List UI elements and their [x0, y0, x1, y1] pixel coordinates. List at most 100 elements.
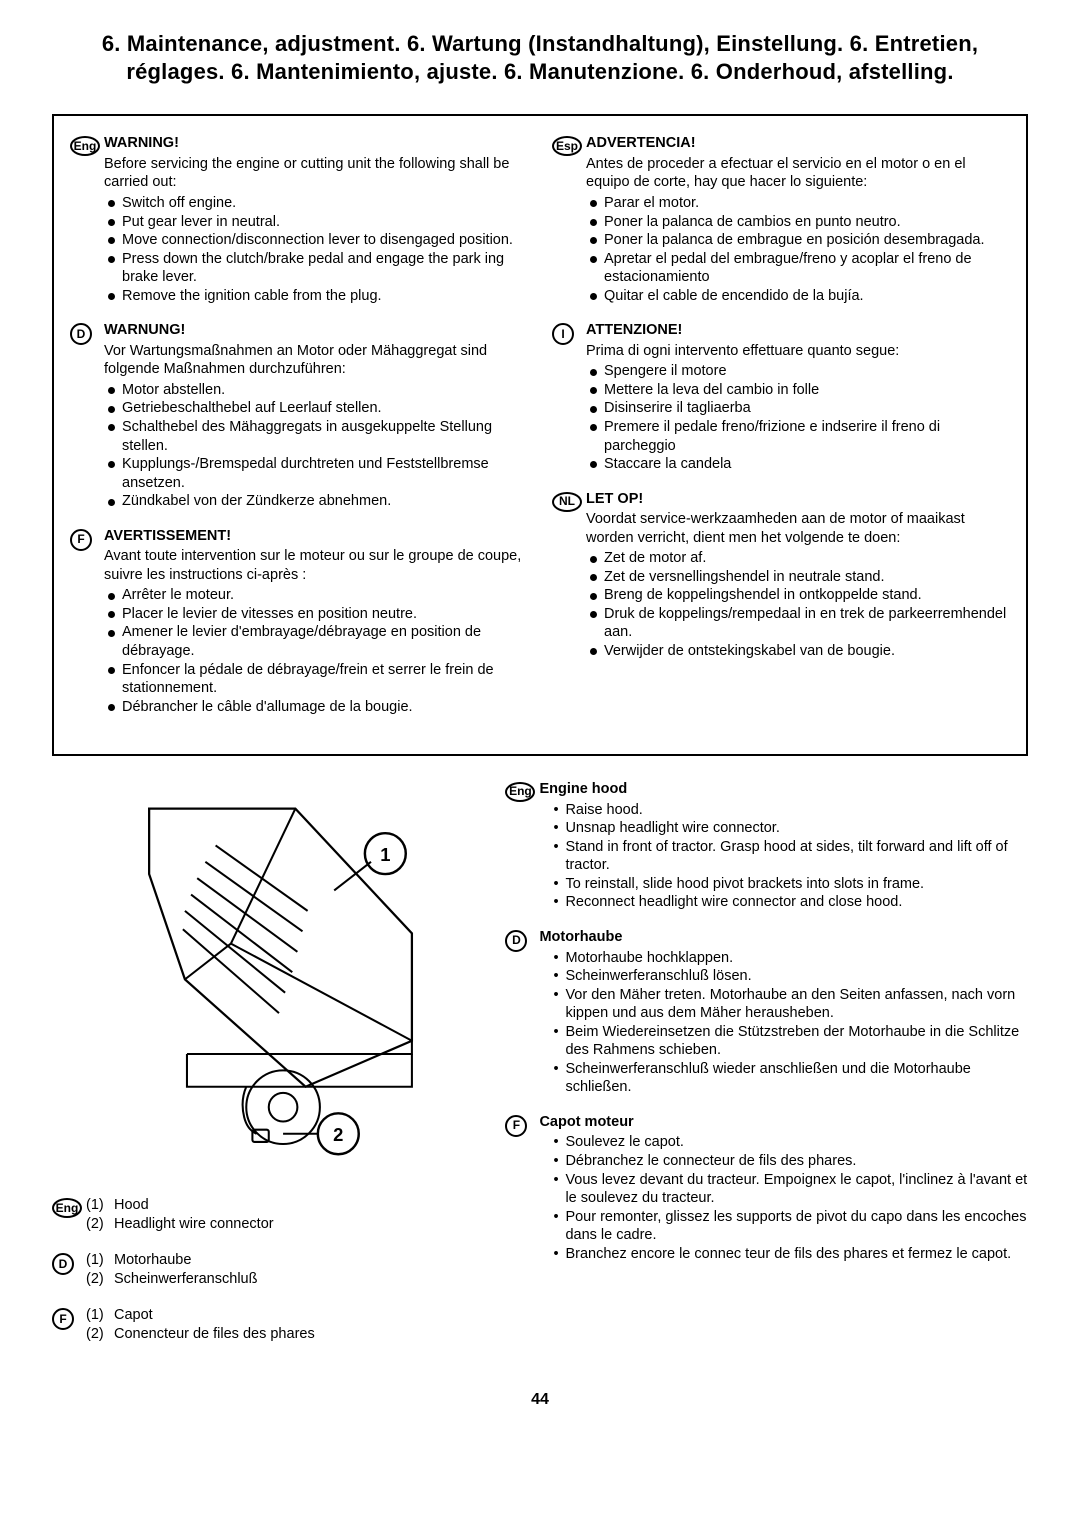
- lang-badge-eng: Eng: [505, 782, 535, 802]
- part-row-eng: Eng (1)Hood (2)Headlight wire connector: [52, 1196, 481, 1233]
- part-row-d: D (1)Motorhaube (2)Scheinwerferanschluß: [52, 1251, 481, 1288]
- warning-item: Press down the clutch/brake pedal and en…: [108, 250, 528, 287]
- warning-item: Quitar el cable de encendido de la bujía…: [590, 287, 1010, 306]
- warning-item: Spengere il motore: [590, 362, 1010, 381]
- hood-list: Soulevez le capot. Débranchez le connect…: [553, 1133, 1028, 1263]
- warnings-right-col: Esp ADVERTENCIA! Antes de proceder a efe…: [552, 134, 1010, 732]
- part-text: Conencteur de files des phares: [114, 1325, 315, 1344]
- part-num: (2): [86, 1325, 114, 1344]
- warning-list: Motor abstellen. Getriebeschalthebel auf…: [108, 381, 528, 511]
- warning-intro: Prima di ogni intervento effettuare quan…: [586, 342, 1010, 361]
- hood-item: Pour remonter, glissez les supports de p…: [553, 1208, 1028, 1245]
- hood-item: Vous levez devant du tracteur. Empoignex…: [553, 1171, 1028, 1208]
- warning-i: I ATTENZIONE! Prima di ogni intervento e…: [552, 321, 1010, 473]
- part-text: Scheinwerferanschluß: [114, 1270, 257, 1289]
- hood-item: Scheinwerferanschluß wieder anschließen …: [553, 1060, 1028, 1097]
- warnings-box: Eng WARNING! Before servicing the engine…: [52, 114, 1028, 756]
- warning-item: Druk de koppelings/rempedaal in en trek …: [590, 605, 1010, 642]
- lang-badge-f: F: [52, 1308, 74, 1330]
- diagram-callout-1: 1: [380, 844, 390, 865]
- warning-item: Remove the ignition cable from the plug.: [108, 287, 528, 306]
- hood-item: Unsnap headlight wire connector.: [553, 819, 1028, 838]
- part-labels: Eng (1)Hood (2)Headlight wire connector …: [52, 1196, 481, 1343]
- hood-title: Motorhaube: [539, 928, 1028, 947]
- warning-item: Arrêter le moteur.: [108, 586, 528, 605]
- warning-item: Parar el motor.: [590, 194, 1010, 213]
- warning-title: AVERTISSEMENT!: [104, 527, 528, 546]
- part-text: Headlight wire connector: [114, 1215, 274, 1234]
- warning-item: Zündkabel von der Zündkerze abnehmen.: [108, 492, 528, 511]
- hood-item: Branchez encore le connec teur de fils d…: [553, 1245, 1028, 1264]
- warning-item: Breng de koppelingshendel in ontkoppelde…: [590, 586, 1010, 605]
- hood-item: Raise hood.: [553, 801, 1028, 820]
- warning-title: ATTENZIONE!: [586, 321, 1010, 340]
- warning-item: Amener le levier d'embrayage/débrayage e…: [108, 623, 528, 660]
- warning-nl: NL LET OP! Voordat service-werkzaamheden…: [552, 490, 1010, 661]
- hood-item: Reconnect headlight wire connector and c…: [553, 893, 1028, 912]
- page-number: 44: [52, 1390, 1028, 1410]
- warning-intro: Vor Wartungsmaßnahmen an Motor oder Mäha…: [104, 342, 528, 379]
- lang-badge-i: I: [552, 323, 574, 345]
- warning-intro: Antes de proceder a efectuar el servicio…: [586, 155, 1010, 192]
- hood-item: Motorhaube hochklappen.: [553, 949, 1028, 968]
- warning-esp: Esp ADVERTENCIA! Antes de proceder a efe…: [552, 134, 1010, 305]
- lang-badge-f: F: [505, 1115, 527, 1137]
- warning-list: Parar el motor. Poner la palanca de camb…: [590, 194, 1010, 305]
- warning-item: Kupplungs-/Bremspedal durchtreten und Fe…: [108, 455, 528, 492]
- part-num: (1): [86, 1196, 114, 1215]
- warning-intro: Voordat service-werkzaamheden aan de mot…: [586, 510, 1010, 547]
- hood-diagram: 1 2: [52, 780, 481, 1169]
- warning-item: Apretar el pedal del embrague/freno y ac…: [590, 250, 1010, 287]
- warning-item: Verwijder de ontstekingskabel van de bou…: [590, 642, 1010, 661]
- part-row-f: F (1)Capot (2)Conencteur de files des ph…: [52, 1306, 481, 1343]
- hood-title: Capot moteur: [539, 1113, 1028, 1132]
- warning-item: Enfoncer la pédale de débrayage/frein et…: [108, 661, 528, 698]
- hood-d: D Motorhaube Motorhaube hochklappen. Sch…: [505, 928, 1028, 1097]
- part-text: Capot: [114, 1306, 153, 1325]
- warning-intro: Before servicing the engine or cutting u…: [104, 155, 528, 192]
- warning-f: F AVERTISSEMENT! Avant toute interventio…: [70, 527, 528, 716]
- warning-item: Mettere la leva del cambio in folle: [590, 381, 1010, 400]
- hood-item: Vor den Mäher treten. Motorhaube an den …: [553, 986, 1028, 1023]
- lang-badge-d: D: [52, 1253, 74, 1275]
- hood-item: Scheinwerferanschluß lösen.: [553, 967, 1028, 986]
- warning-item: Placer le levier de vitesses en position…: [108, 605, 528, 624]
- warning-item: Getriebeschalthebel auf Leerlauf stellen…: [108, 399, 528, 418]
- warning-d: D WARNUNG! Vor Wartungsmaßnahmen an Moto…: [70, 321, 528, 510]
- part-num: (2): [86, 1270, 114, 1289]
- hood-item: Débranchez le connecteur de fils des pha…: [553, 1152, 1028, 1171]
- warning-item: Zet de versnellingshendel in neutrale st…: [590, 568, 1010, 587]
- warning-item: Staccare la candela: [590, 455, 1010, 474]
- lang-badge-d: D: [70, 323, 92, 345]
- warning-item: Schalthebel des Mähaggregats in ausgekup…: [108, 418, 528, 455]
- warning-title: ADVERTENCIA!: [586, 134, 1010, 153]
- part-num: (1): [86, 1306, 114, 1325]
- warning-item: Débrancher le câble d'allumage de la bou…: [108, 698, 528, 717]
- diagram-callout-2: 2: [333, 1124, 343, 1145]
- hood-item: Soulevez le capot.: [553, 1133, 1028, 1152]
- lang-badge-esp: Esp: [552, 136, 582, 156]
- part-text: Hood: [114, 1196, 149, 1215]
- lang-badge-eng: Eng: [70, 136, 100, 156]
- hood-list: Raise hood. Unsnap headlight wire connec…: [553, 801, 1028, 912]
- lang-badge-nl: NL: [552, 492, 582, 512]
- warning-title: WARNING!: [104, 134, 528, 153]
- warning-list: Zet de motor af. Zet de versnellingshend…: [590, 549, 1010, 660]
- warning-item: Motor abstellen.: [108, 381, 528, 400]
- warning-title: LET OP!: [586, 490, 1010, 509]
- warning-item: Poner la palanca de cambios en punto neu…: [590, 213, 1010, 232]
- hood-item: Stand in front of tractor. Grasp hood at…: [553, 838, 1028, 875]
- hood-eng: Eng Engine hood Raise hood. Unsnap headl…: [505, 780, 1028, 912]
- hood-list: Motorhaube hochklappen. Scheinwerferansc…: [553, 949, 1028, 1097]
- warning-item: Switch off engine.: [108, 194, 528, 213]
- warning-eng: Eng WARNING! Before servicing the engine…: [70, 134, 528, 305]
- lang-badge-eng: Eng: [52, 1198, 82, 1218]
- warning-item: Put gear lever in neutral.: [108, 213, 528, 232]
- warnings-left-col: Eng WARNING! Before servicing the engine…: [70, 134, 528, 732]
- main-title: 6. Maintenance, adjustment. 6. Wartung (…: [52, 30, 1028, 86]
- part-num: (1): [86, 1251, 114, 1270]
- lang-badge-f: F: [70, 529, 92, 551]
- hood-item: To reinstall, slide hood pivot brackets …: [553, 875, 1028, 894]
- warning-title: WARNUNG!: [104, 321, 528, 340]
- warning-list: Arrêter le moteur. Placer le levier de v…: [108, 586, 528, 716]
